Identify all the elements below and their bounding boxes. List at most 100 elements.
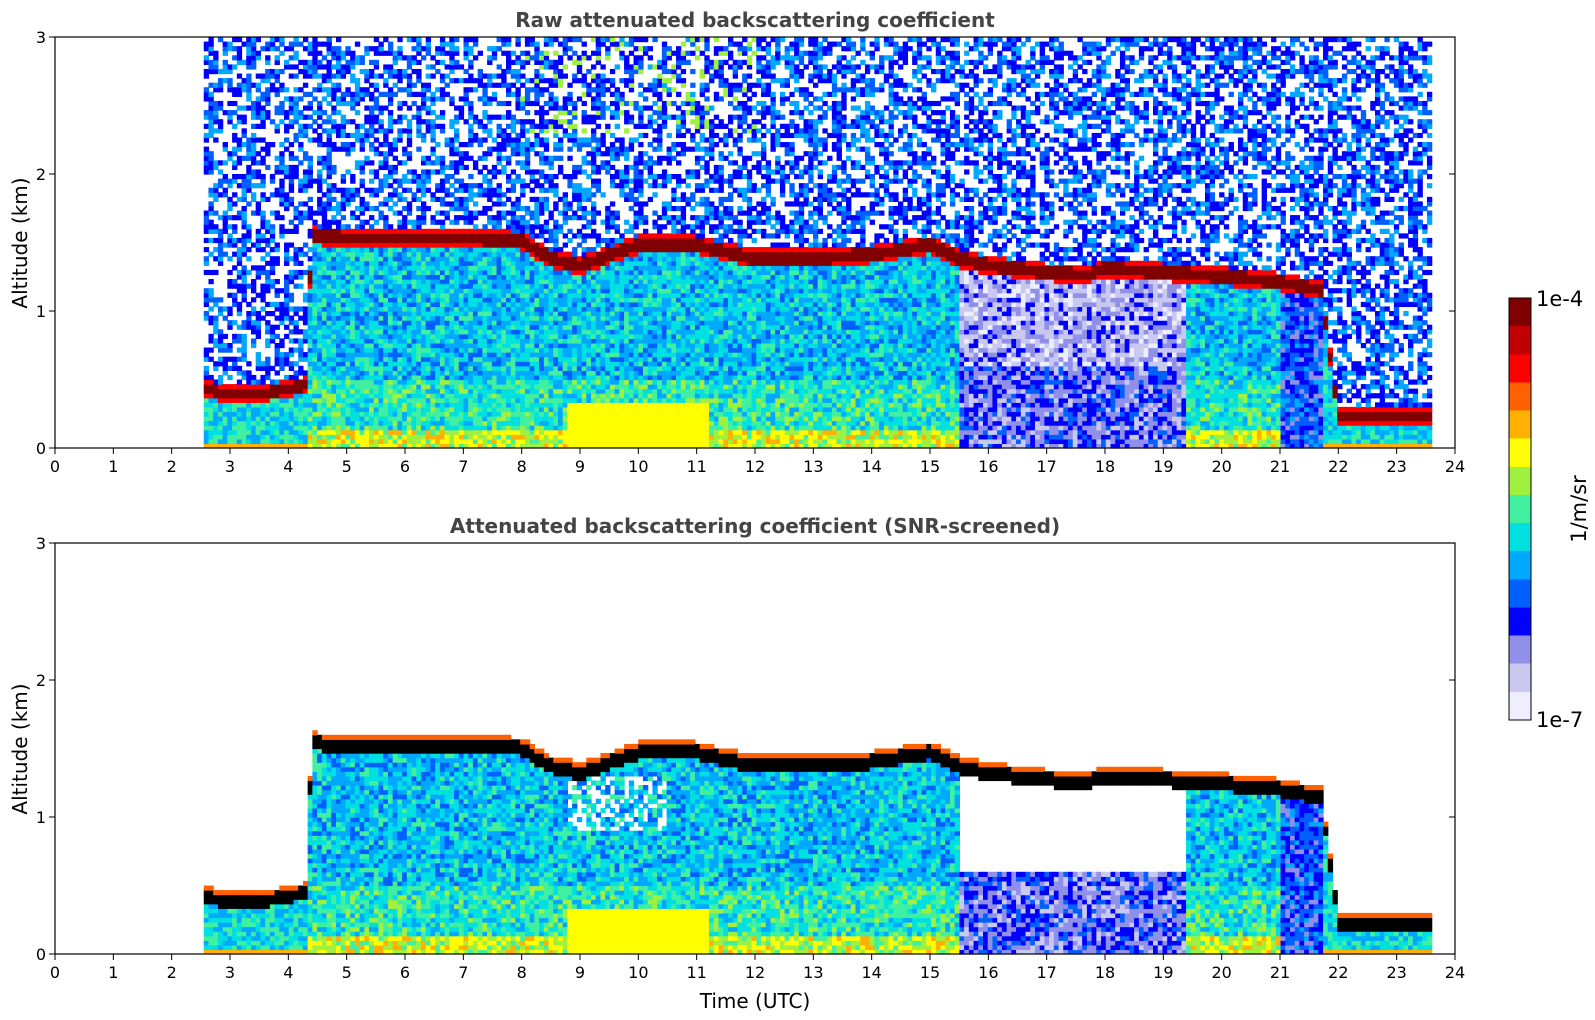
heatmap-cell [425,361,432,367]
heatmap-cell [543,260,550,266]
heatmap-cell [477,352,483,358]
heatmap-cell [241,105,247,111]
heatmap-cell [463,256,469,262]
heatmap-cell [529,174,535,180]
heatmap-cell [421,397,427,403]
heatmap-cell [345,338,351,344]
heatmap-cell [208,123,214,129]
heatmap-cell [534,233,540,239]
heatmap-cell [373,370,380,376]
heatmap-cell [373,137,380,143]
heatmap-cell [335,292,342,298]
heatmap-cell [458,242,465,248]
heatmap-cell [402,178,408,184]
heatmap-cell [458,183,465,189]
heatmap-cell [354,205,361,212]
heatmap-cell [350,210,356,216]
heatmap-cell [506,160,512,166]
heatmap-cell [430,370,436,376]
heatmap-cell [402,438,408,445]
heatmap-cell [501,137,507,143]
heatmap-cell [364,78,370,84]
heatmap-cell [345,315,351,321]
heatmap-cell [501,73,507,79]
heatmap-cell [477,50,483,56]
heatmap-cell [506,342,512,349]
heatmap-cell [293,420,299,426]
heatmap-cell [321,338,328,344]
heatmap-cell [274,46,280,52]
heatmap-cell [255,320,262,326]
heatmap-cell [312,311,318,317]
heatmap-cell [543,311,550,317]
heatmap-cell [217,260,224,266]
heatmap-cell [430,361,436,367]
heatmap-cell [326,370,332,376]
heatmap-cell [491,91,498,97]
heatmap-cell [520,320,526,326]
heatmap-cell [236,105,243,111]
heatmap-cell [317,320,323,326]
heatmap-cell [477,379,483,385]
heatmap-cell [340,324,347,330]
heatmap-cell [402,402,408,408]
heatmap-cell [354,242,361,248]
heatmap-cell [364,265,370,271]
heatmap-cell [203,292,210,298]
heatmap-cell [458,142,465,148]
heatmap-cell [491,215,498,221]
heatmap-cell [472,279,479,285]
heatmap-cell [383,288,389,294]
heatmap-cell [265,274,271,280]
heatmap-cell [520,183,526,189]
heatmap-cell [553,247,559,253]
heatmap-cell [501,356,507,362]
heatmap-cell [402,279,408,285]
heatmap-cell [208,347,214,353]
heatmap-cell [435,59,441,65]
heatmap-cell [534,283,540,289]
heatmap-cell [213,393,219,399]
heatmap-cell [350,434,356,440]
heatmap-cell [458,333,465,339]
heatmap-cell [350,292,356,298]
heatmap-cell [203,374,210,381]
heatmap-cell [208,269,214,276]
heatmap-cell [449,100,455,107]
heatmap-cell [321,269,328,276]
heatmap-cell [307,356,313,362]
heatmap-cell [449,329,455,335]
heatmap-cell [302,329,309,335]
heatmap-cell [487,82,493,88]
heatmap-cell [350,251,356,257]
heatmap-cell [302,352,309,358]
heatmap-cell [383,260,389,266]
heatmap-cell [236,215,243,221]
heatmap-cell [359,283,365,289]
heatmap-cell [454,434,460,440]
heatmap-cell [354,78,361,84]
heatmap-cell [288,420,295,426]
heatmap-cell [411,237,417,244]
heatmap-cell [208,91,214,97]
heatmap-cell [406,438,413,445]
heatmap-cell [510,283,517,289]
heatmap-cell [491,311,498,317]
heatmap-cell [250,429,257,435]
heatmap-cell [213,388,219,394]
heatmap-cell [406,251,413,257]
heatmap-cell [345,420,351,426]
heatmap-cell [387,324,394,330]
heatmap-cell [298,425,304,431]
heatmap-cell [487,352,493,358]
heatmap-cell [359,237,365,244]
heatmap-cell [392,329,398,335]
heatmap-cell [449,342,455,349]
heatmap-cell [269,283,276,289]
heatmap-cell [472,365,479,371]
heatmap-cell [553,438,559,445]
heatmap-cell [520,215,526,221]
heatmap-cell [411,292,417,298]
heatmap-cell [203,393,210,399]
heatmap-cell [454,46,460,52]
